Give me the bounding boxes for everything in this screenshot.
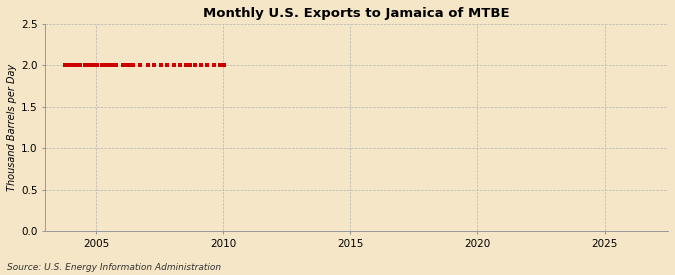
Y-axis label: Thousand Barrels per Day: Thousand Barrels per Day: [7, 64, 17, 191]
Text: Source: U.S. Energy Information Administration: Source: U.S. Energy Information Administ…: [7, 263, 221, 272]
Title: Monthly U.S. Exports to Jamaica of MTBE: Monthly U.S. Exports to Jamaica of MTBE: [203, 7, 510, 20]
